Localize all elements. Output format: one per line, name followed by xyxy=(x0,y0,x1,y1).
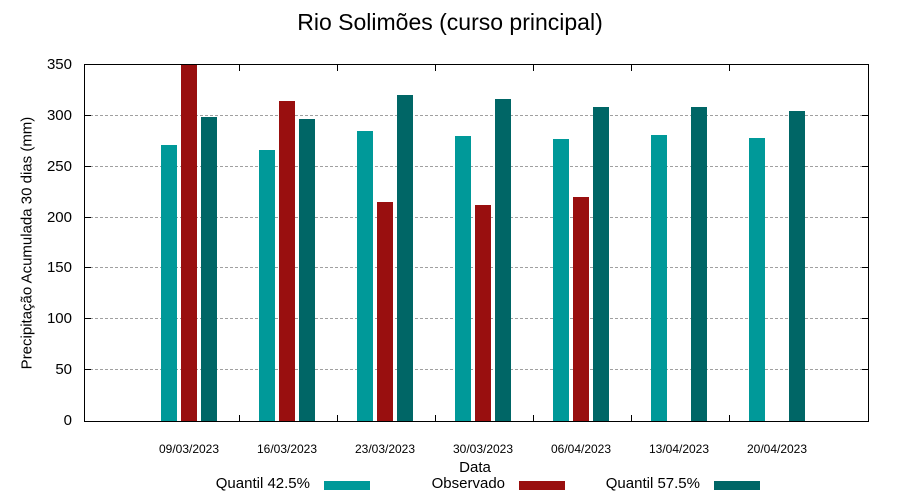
y-tick xyxy=(862,369,868,371)
plot-area xyxy=(84,64,869,422)
bar-quantil-57-5--09-03-2023 xyxy=(201,116,217,421)
legend-label: Quantil 57.5% xyxy=(605,475,700,492)
x-tick-label: 20/04/2023 xyxy=(746,442,808,456)
x-tick xyxy=(239,65,240,71)
x-tick xyxy=(239,415,240,421)
chart-title: Rio Solimões (curso principal) xyxy=(297,9,603,35)
bar-quantil-57-5--16-03-2023 xyxy=(299,118,315,421)
x-tick-label: 09/03/2023 xyxy=(158,442,220,456)
bar-quantil-57-5--23-03-2023 xyxy=(397,94,413,421)
bar-quantil-42-5--23-03-2023 xyxy=(357,131,373,421)
x-axis-title: Data xyxy=(459,459,491,476)
gridline xyxy=(85,114,868,116)
gridline xyxy=(85,165,868,167)
y-tick xyxy=(85,165,91,167)
y-tick xyxy=(862,318,868,320)
bar-quantil-57-5--13-04-2023 xyxy=(691,106,707,421)
x-tick xyxy=(631,65,632,71)
bar-quantil-57-5--30-03-2023 xyxy=(495,98,511,421)
x-tick xyxy=(631,415,632,421)
x-tick-label: 23/03/2023 xyxy=(354,442,416,456)
y-tick xyxy=(862,216,868,218)
bar-quantil-42-5--16-03-2023 xyxy=(259,150,275,421)
x-tick xyxy=(337,415,338,421)
bar-quantil-57-5--06-04-2023 xyxy=(593,106,609,421)
y-tick-label: 150 xyxy=(46,259,72,277)
legend-item: Quantil 42.5% xyxy=(170,475,370,493)
x-tick xyxy=(435,415,436,421)
legend-swatch xyxy=(519,481,565,490)
x-tick xyxy=(729,65,730,71)
y-tick xyxy=(862,114,868,116)
x-tick xyxy=(435,65,436,71)
bar-quantil-42-5--13-04-2023 xyxy=(651,135,667,421)
x-tick xyxy=(337,65,338,71)
x-tick xyxy=(729,415,730,421)
y-tick xyxy=(862,267,868,269)
bar-observado-30-03-2023 xyxy=(475,205,491,421)
x-tick-label: 06/04/2023 xyxy=(550,442,612,456)
y-tick xyxy=(85,369,91,371)
legend-swatch xyxy=(714,481,760,490)
y-tick xyxy=(85,267,91,269)
legend-label: Quantil 42.5% xyxy=(215,475,310,492)
y-tick xyxy=(85,216,91,218)
y-axis-title: Precipitação Acumulada 30 dias (mm) xyxy=(18,116,36,370)
x-tick xyxy=(533,415,534,421)
bar-quantil-42-5--09-03-2023 xyxy=(161,145,177,421)
y-tick xyxy=(85,114,91,116)
bar-quantil-57-5--20-04-2023 xyxy=(789,110,805,421)
legend-item: Quantil 57.5% xyxy=(560,475,760,493)
y-tick-label: 350 xyxy=(46,56,72,73)
x-tick-label: 30/03/2023 xyxy=(452,442,514,456)
y-tick-label: 250 xyxy=(46,157,72,175)
bar-observado-09-03-2023 xyxy=(181,65,197,421)
bar-quantil-42-5--20-04-2023 xyxy=(749,138,765,421)
bar-quantil-42-5--06-04-2023 xyxy=(553,139,569,421)
legend-item: Observado xyxy=(365,475,565,493)
legend-swatch xyxy=(324,481,370,490)
bar-observado-23-03-2023 xyxy=(377,202,393,421)
x-tick-label: 16/03/2023 xyxy=(256,442,318,456)
x-tick-label: 13/04/2023 xyxy=(648,442,710,456)
y-tick xyxy=(85,318,91,320)
y-tick-label: 50 xyxy=(55,361,72,379)
x-tick xyxy=(533,65,534,71)
y-tick-label: 300 xyxy=(46,106,72,124)
bar-quantil-42-5--30-03-2023 xyxy=(455,136,471,421)
legend-label: Observado xyxy=(431,475,505,492)
y-tick-label: 200 xyxy=(46,208,72,226)
bar-observado-06-04-2023 xyxy=(573,197,589,421)
bar-observado-16-03-2023 xyxy=(279,100,295,421)
y-tick-label: 100 xyxy=(46,310,72,328)
y-tick-label: 0 xyxy=(63,412,72,429)
y-tick xyxy=(862,165,868,167)
